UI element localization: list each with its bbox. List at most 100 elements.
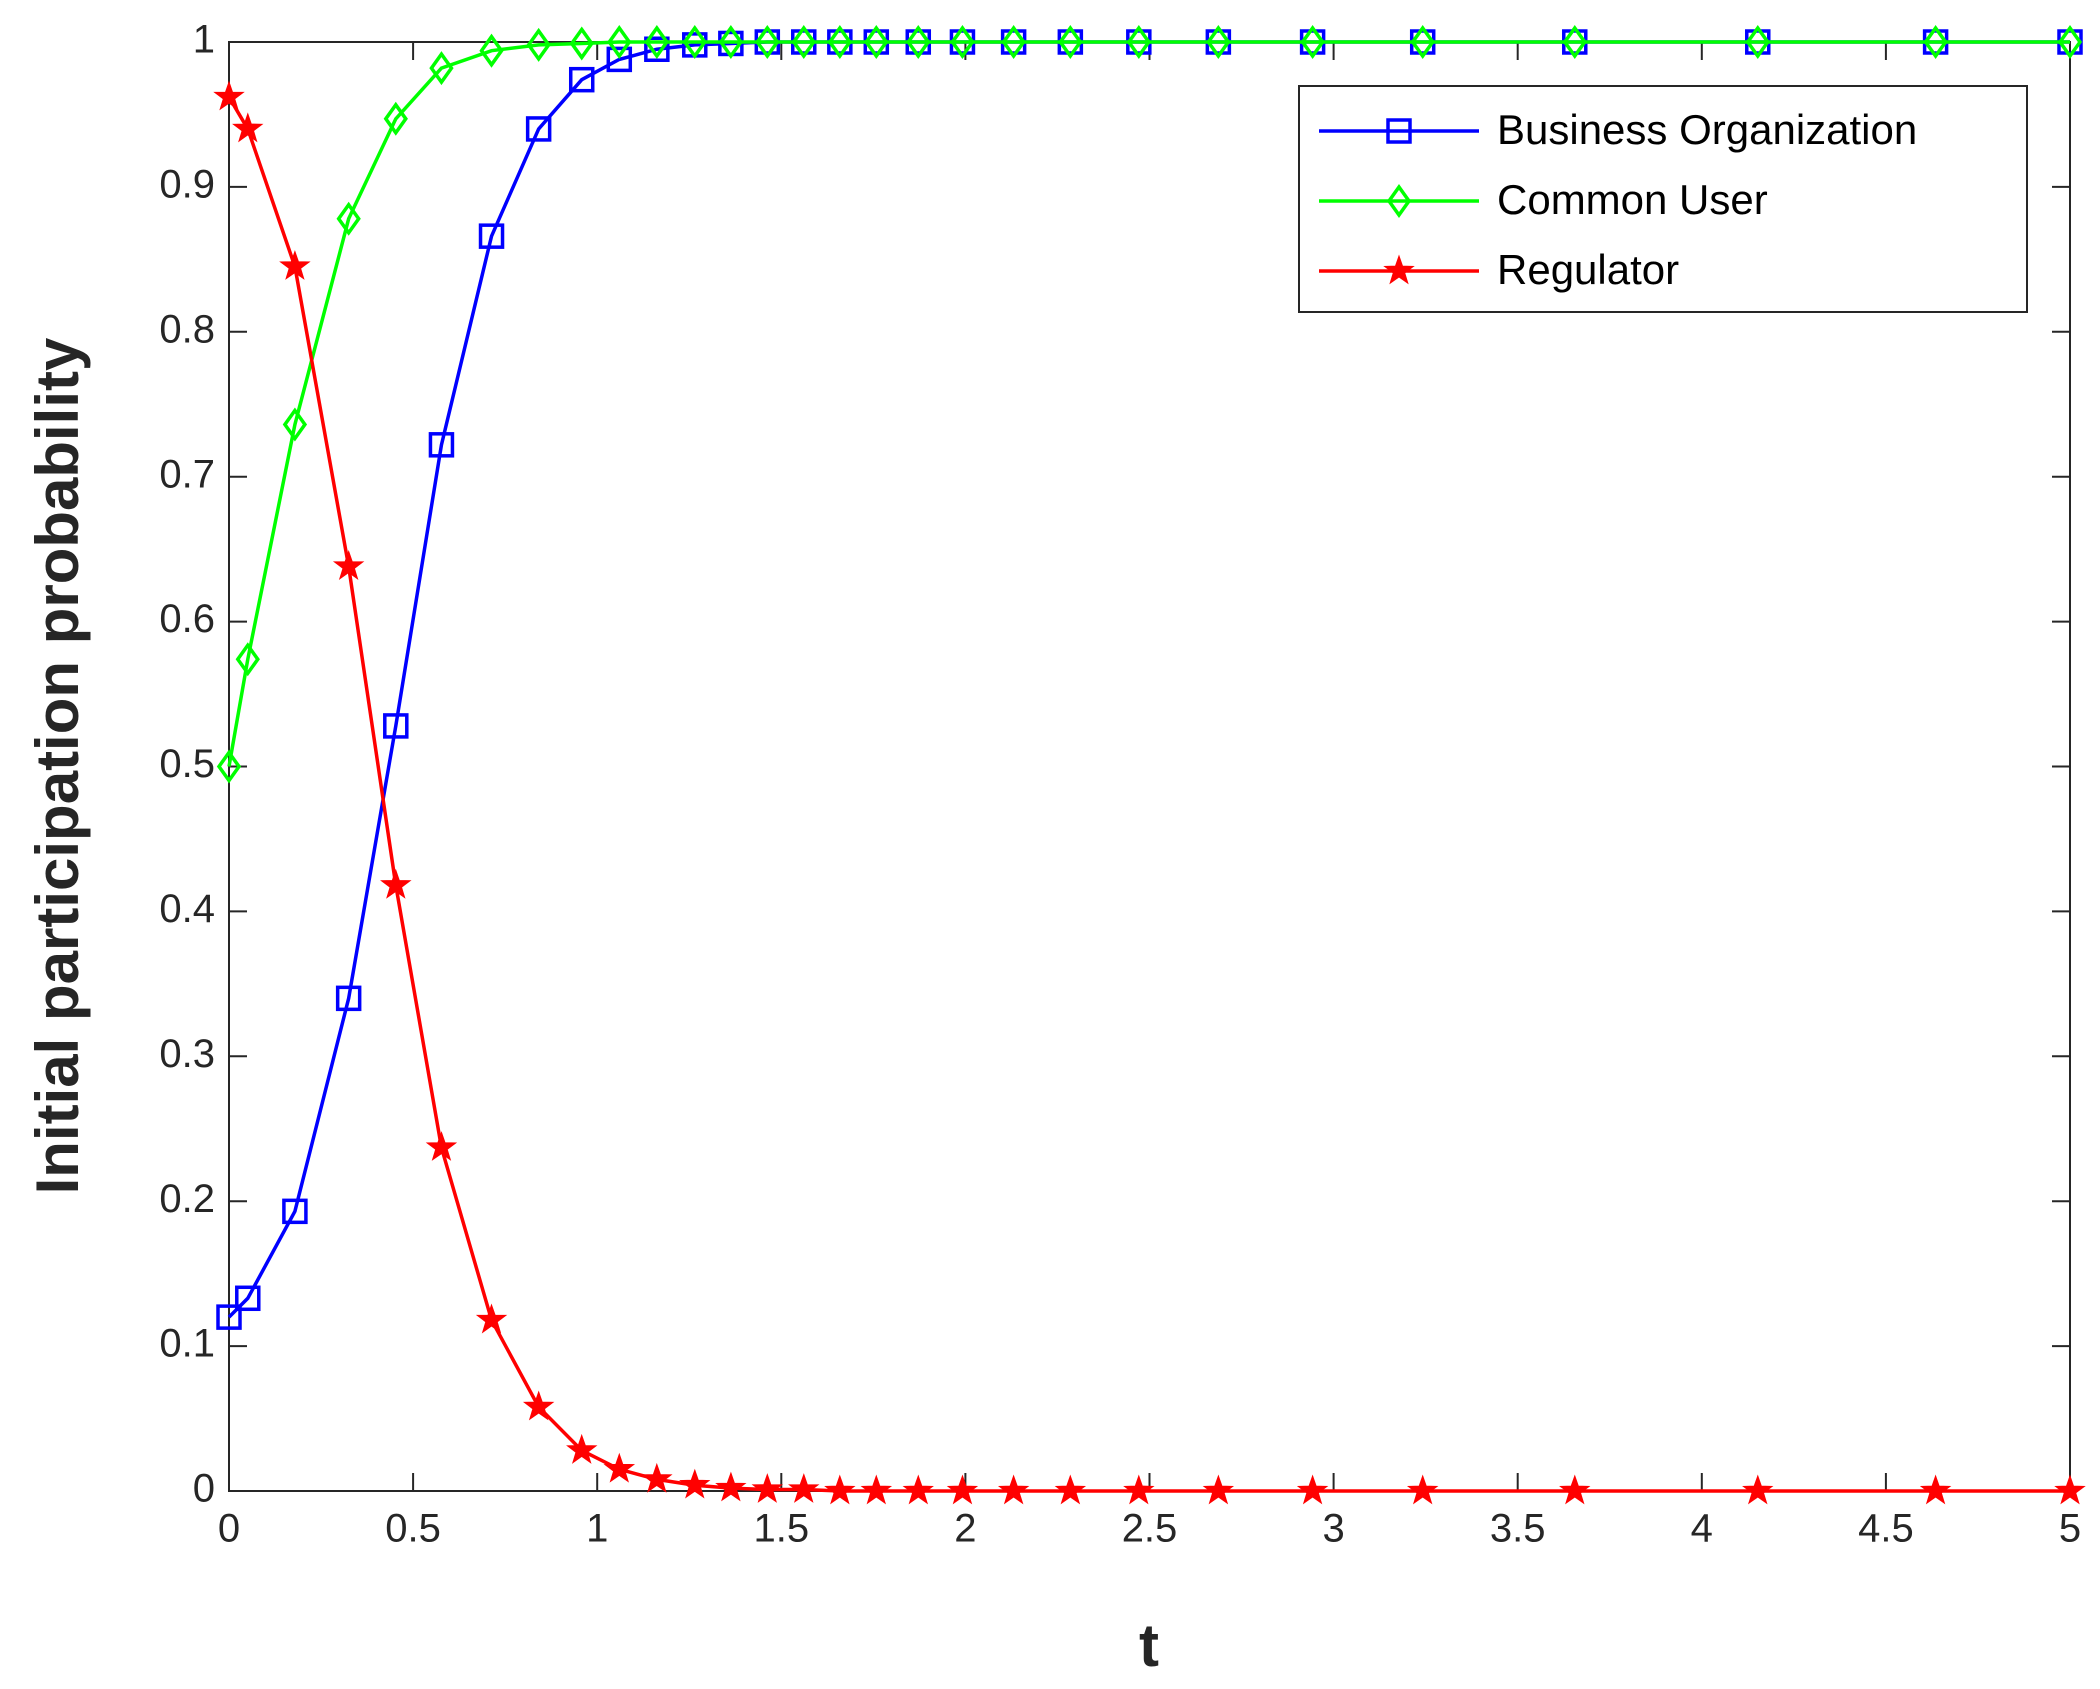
data-point	[336, 201, 361, 236]
data-point	[751, 1473, 784, 1503]
data-point	[1058, 24, 1083, 60]
legend-marker	[1386, 118, 1412, 144]
x-tick-label: 4.5	[1858, 1507, 1914, 1551]
data-point	[1562, 24, 1587, 60]
y-axis-label: Initial participation probability	[24, 337, 91, 1194]
data-point	[1126, 24, 1151, 60]
data-point	[682, 24, 707, 60]
data-point	[1406, 1474, 1439, 1505]
data-point	[216, 1304, 242, 1330]
data-point	[718, 24, 744, 60]
data-point	[429, 51, 454, 86]
data-point	[380, 868, 412, 899]
x-tick-label: 5	[2059, 1507, 2081, 1551]
legend-label: Business Organization	[1497, 106, 1917, 153]
x-tick-label: 4	[1691, 1507, 1713, 1551]
data-point	[1001, 24, 1026, 60]
x-axis-label: t	[1139, 1612, 1159, 1679]
data-point	[1202, 1474, 1235, 1505]
data-point	[525, 116, 552, 142]
series-line	[227, 40, 2070, 767]
data-point	[383, 713, 409, 739]
data-point	[213, 80, 245, 111]
data-point	[641, 1462, 673, 1493]
data-point	[950, 24, 975, 60]
y-tick-label: 0.7	[159, 452, 215, 496]
y-tick-label: 0.8	[159, 307, 215, 351]
data-point	[1300, 24, 1325, 60]
y-tick-label: 0.5	[159, 742, 215, 786]
y-tick-label: 0.2	[159, 1177, 215, 1221]
data-point	[1206, 24, 1231, 60]
y-tick-label: 0.1	[159, 1322, 215, 1366]
data-point	[1296, 1474, 1329, 1505]
data-point	[475, 1303, 508, 1334]
x-tick-label: 2	[954, 1507, 976, 1551]
data-point	[997, 1474, 1030, 1505]
data-point	[335, 985, 362, 1012]
data-point	[715, 1471, 747, 1502]
x-tick-label: 2.5	[1122, 1507, 1178, 1551]
data-point	[1559, 1474, 1591, 1505]
data-point	[788, 1473, 820, 1503]
data-point	[679, 1468, 711, 1499]
data-point	[791, 24, 816, 60]
legend-marker	[1386, 183, 1412, 219]
data-point	[906, 24, 931, 60]
data-point	[607, 24, 632, 60]
data-point	[2054, 1474, 2086, 1505]
legend-label: Regulator	[1497, 246, 1679, 293]
y-tick-label: 0.4	[159, 887, 215, 931]
data-point	[755, 24, 780, 60]
x-tick-label: 0	[218, 1507, 240, 1551]
data-point	[425, 1131, 458, 1161]
data-point	[1054, 1474, 1087, 1505]
data-point	[522, 1390, 555, 1421]
data-point	[235, 1285, 261, 1312]
data-point	[902, 1474, 934, 1505]
x-tick-label: 1.5	[753, 1507, 809, 1551]
data-point	[1742, 1474, 1774, 1505]
y-tick-label: 0.6	[159, 597, 215, 641]
y-tick-label: 0.9	[159, 162, 215, 206]
data-point	[1123, 1474, 1155, 1505]
data-point	[479, 33, 504, 68]
y-tick-label: 1	[193, 18, 215, 62]
data-point	[644, 36, 670, 62]
data-point	[232, 112, 264, 143]
data-point	[216, 749, 242, 784]
data-point	[1410, 24, 1435, 60]
x-tick-label: 0.5	[385, 1507, 441, 1551]
data-point	[946, 1474, 979, 1505]
x-tick-label: 3.5	[1490, 1507, 1546, 1551]
legend-label: Common User	[1497, 176, 1768, 223]
data-point	[428, 432, 455, 458]
legend-box	[1298, 85, 2028, 313]
data-point	[566, 1433, 598, 1464]
data-point	[2057, 24, 2083, 60]
data-point	[332, 549, 365, 580]
legend-marker	[1383, 254, 1415, 285]
data-point	[864, 24, 889, 60]
data-point	[568, 66, 595, 93]
data-point	[606, 46, 633, 73]
data-point	[383, 101, 408, 136]
data-point	[860, 1474, 893, 1505]
data-point	[235, 642, 260, 677]
data-point	[282, 407, 308, 442]
data-point	[569, 26, 594, 61]
data-point	[478, 223, 505, 249]
x-tick-label: 3	[1322, 1507, 1344, 1551]
data-point	[282, 1198, 308, 1225]
data-point	[1745, 24, 1770, 60]
data-point	[603, 1452, 636, 1483]
data-point	[824, 1474, 856, 1505]
data-point	[1923, 24, 1948, 60]
x-tick-label: 1	[586, 1507, 608, 1551]
data-point	[526, 27, 551, 62]
data-point	[644, 24, 669, 60]
y-tick-label: 0	[193, 1467, 215, 1511]
y-tick-label: 0.3	[159, 1032, 215, 1076]
data-point	[1919, 1474, 1952, 1505]
